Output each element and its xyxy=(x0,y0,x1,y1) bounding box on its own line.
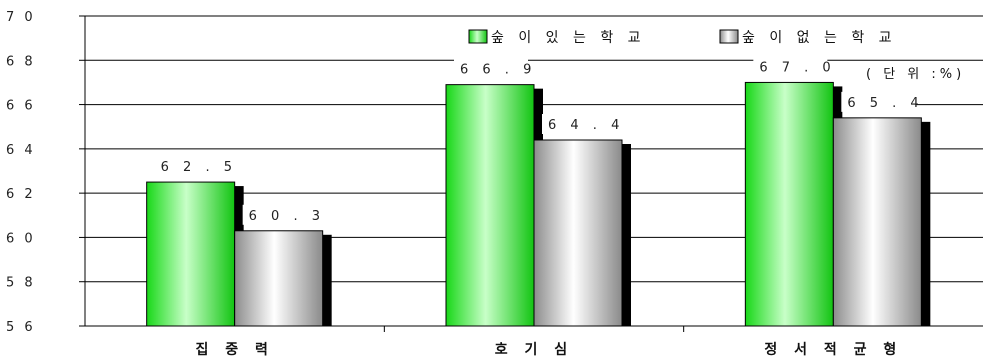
data-label-background xyxy=(841,91,916,112)
data-label: 6 5 . 4 xyxy=(847,96,923,111)
bar-no-forest xyxy=(832,117,922,327)
bars xyxy=(146,81,931,327)
bar-forest xyxy=(744,81,834,327)
x-category-label: 정 서 적 균 형 xyxy=(764,341,902,358)
data-label-background xyxy=(753,56,828,77)
unit-note-background xyxy=(862,61,980,83)
data-labels: 6 2 . 5 6 0 . 3 6 6 . 9 6 4 . 4 6 7 . 0 6 5 .… xyxy=(154,56,923,225)
data-label: 6 2 . 5 xyxy=(161,160,237,175)
legend-label-no-forest-school: 숲 이 없 는 학 교 xyxy=(742,30,897,46)
legend: 숲 이 있 는 학 교 숲 이 없 는 학 교 xyxy=(465,26,897,48)
y-tick-label: 6 6 xyxy=(6,99,36,114)
bar-shadow xyxy=(622,144,631,326)
data-label-background xyxy=(154,156,229,177)
unit-note-text: ( 단 위 :%) xyxy=(866,67,965,82)
legend-label-forest-school: 숲 이 있 는 학 교 xyxy=(491,30,646,46)
y-axis-ticks: 5 6 5 8 6 0 6 2 6 4 6 6 6 8 7 0 xyxy=(6,10,36,335)
y-tick-label: 6 8 xyxy=(6,54,36,69)
legend-swatch-no-forest xyxy=(719,29,739,44)
bar-no-forest xyxy=(234,230,324,327)
legend-background xyxy=(465,26,875,48)
data-label: 6 0 . 3 xyxy=(249,209,325,224)
x-category-label: 호 기 심 xyxy=(495,342,573,358)
y-tick-label: 6 0 xyxy=(6,231,36,246)
bar-forest xyxy=(445,84,535,327)
bar-forest xyxy=(146,181,236,327)
y-tick-label: 5 8 xyxy=(6,276,36,291)
data-label: 6 7 . 0 xyxy=(759,60,835,75)
y-tick-label: 5 6 xyxy=(6,320,36,335)
y-tick-label: 7 0 xyxy=(6,10,36,25)
bar-shadow xyxy=(322,234,332,326)
y-tick-label: 6 4 xyxy=(6,143,36,158)
bar-shadow xyxy=(921,121,931,326)
x-category-label: 집 중 력 xyxy=(195,341,273,358)
data-label-background xyxy=(242,204,317,225)
data-label: 6 6 . 9 xyxy=(460,63,536,78)
data-label-background xyxy=(542,114,616,134)
data-label: 6 4 . 4 xyxy=(548,118,624,133)
y-tick-label: 6 2 xyxy=(6,187,36,202)
data-label-background xyxy=(454,58,528,79)
legend-swatch-forest xyxy=(468,29,488,44)
unit-note: ( 단 위 :%) xyxy=(862,61,980,83)
bar-no-forest xyxy=(533,139,623,327)
